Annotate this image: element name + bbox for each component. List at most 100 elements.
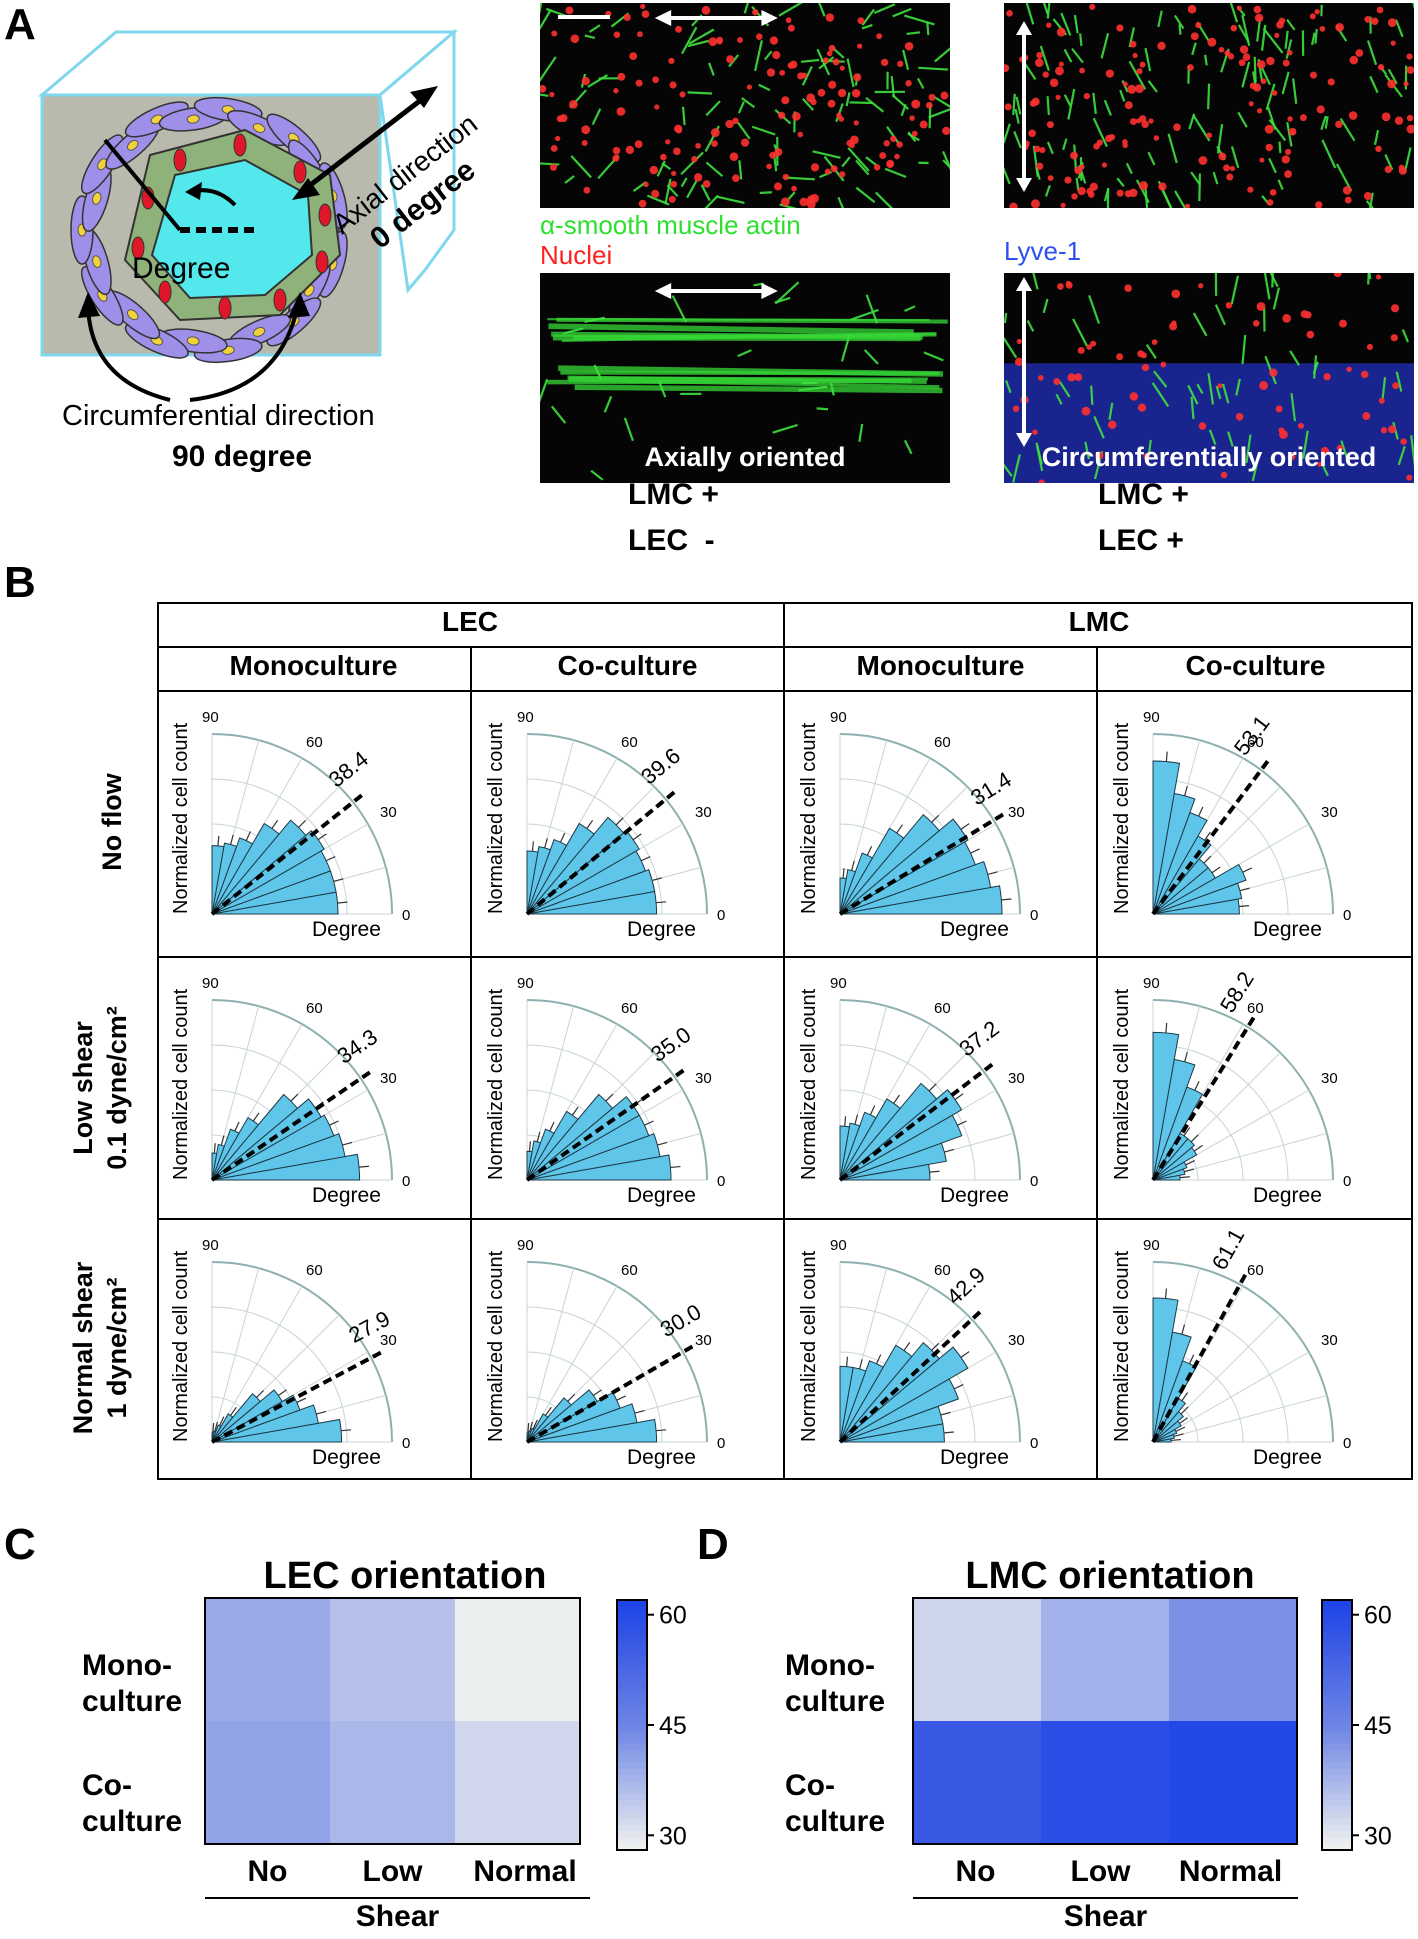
nucleus-dot (1171, 289, 1181, 299)
col-header-lmc-co: Co-culture (1185, 650, 1326, 681)
nucleus-dot (716, 36, 724, 44)
colorbar-tick-label: 45 (659, 1712, 687, 1740)
smooth-muscle-cell (1212, 171, 1219, 185)
nucleus-dot (1095, 451, 1104, 460)
nucleus-dot (1327, 78, 1335, 86)
smooth-muscle-cell (704, 194, 719, 208)
smooth-muscle-cell (593, 364, 603, 380)
colorbar-segment (617, 1693, 647, 1701)
nucleus-dot (1141, 120, 1149, 129)
colorbar-segment (617, 1787, 647, 1795)
smooth-muscle-cell (1292, 78, 1298, 104)
error-bar (296, 1397, 307, 1403)
smooth-muscle-cell (741, 97, 756, 109)
colorbar-segment (1322, 1612, 1352, 1620)
colorbar-segment (1322, 1825, 1352, 1833)
error-bar (219, 1416, 225, 1426)
actin-fiber (574, 384, 943, 394)
error-bar (341, 1429, 352, 1432)
heatmap-d-col-no: No (955, 1855, 996, 1888)
nucleus-dot (1297, 422, 1305, 429)
heatmap-d-row-co: Co-culture (785, 1768, 885, 1840)
nucleus-dot (1225, 302, 1233, 309)
actin-fiber (556, 317, 948, 324)
grid-spoke (526, 1268, 575, 1443)
nucleus-dot (1217, 383, 1223, 389)
condition-left-lec: LEC - (628, 524, 715, 557)
colorbar-segment (617, 1725, 647, 1733)
smooth-muscle-cell (918, 66, 949, 71)
xlabel: Degree (940, 1184, 1009, 1207)
smooth-muscle-cell (1190, 171, 1202, 186)
error-bar (640, 855, 651, 862)
nucleus-dot (1089, 182, 1098, 191)
colorbar-segment (1322, 1687, 1352, 1695)
nucleus-dot (613, 88, 619, 94)
nucleus-dot (1259, 157, 1265, 163)
angle-tick-label: 30 (1008, 804, 1025, 821)
smooth-muscle-cell (892, 7, 912, 18)
nucleus-dot (612, 146, 621, 155)
nucleus-dot (1390, 334, 1398, 342)
error-bar (559, 832, 566, 843)
error-bar (230, 1406, 237, 1416)
error-bar (944, 1148, 955, 1153)
nucleus-dot (880, 58, 889, 67)
polar-table (157, 602, 1413, 1480)
smooth-muscle-cell (875, 191, 894, 208)
smooth-muscle-cell (1314, 28, 1318, 44)
panel-label-c: C (4, 1520, 36, 1569)
error-bar (245, 831, 252, 841)
angle-tick-label: 90 (830, 709, 847, 726)
nucleus-dot (570, 34, 580, 44)
panel-label-b: B (4, 558, 36, 607)
nucleus-dot (766, 163, 772, 170)
colorbar-segment (617, 1837, 647, 1845)
smooth-muscle-cell (1321, 139, 1337, 169)
ylabel: Normalized cell count (1111, 1250, 1133, 1442)
error-bar (256, 1389, 265, 1398)
nucleus-dot (1057, 283, 1064, 290)
lec-nucleus (158, 280, 172, 304)
smooth-muscle-cell (1284, 30, 1289, 49)
nucleus-dot (1406, 124, 1414, 134)
nucleus-dot (801, 72, 808, 79)
nucleus-dot (839, 171, 846, 178)
actin-fiber (572, 332, 937, 341)
smooth-muscle-cell (816, 48, 831, 76)
lmc-nucleus (252, 327, 266, 337)
lec-nucleus (218, 296, 232, 320)
colorbar-segment (617, 1831, 647, 1839)
error-bar (316, 1410, 327, 1415)
angle-tick-label: 60 (621, 1262, 638, 1279)
nucleus-dot (1058, 61, 1064, 67)
error-bar (528, 1141, 531, 1152)
nucleus-dot (1390, 304, 1400, 313)
nucleus-dot (1287, 452, 1296, 461)
error-bar (866, 845, 873, 856)
angle-tick-label: 0 (1343, 1173, 1351, 1190)
nucleus-dot (806, 93, 816, 103)
smooth-muscle-cell (1278, 141, 1282, 154)
nucleus-dot (1406, 66, 1414, 74)
mean-angle-line (211, 1349, 385, 1444)
lec-nucleus (315, 250, 329, 274)
smooth-muscle-cell (865, 294, 879, 324)
nucleus-dot (1309, 13, 1316, 20)
nucleus-dot (1265, 143, 1273, 152)
nucleus-dot (857, 43, 863, 49)
nucleus-dot (1153, 135, 1160, 141)
nucleus-dot (779, 69, 786, 76)
heatmap-c-col-no: No (247, 1855, 288, 1888)
error-bar (529, 1421, 533, 1432)
smooth-muscle-cell (1153, 370, 1168, 388)
nucleus-dot (1236, 5, 1242, 11)
nucleus-dot (671, 170, 677, 177)
smooth-muscle-cell (1373, 129, 1380, 146)
smooth-muscle-cell (1004, 337, 1018, 359)
micrograph-axial-bottom: Axially oriented (540, 273, 950, 483)
nucleus-dot (1284, 148, 1292, 156)
